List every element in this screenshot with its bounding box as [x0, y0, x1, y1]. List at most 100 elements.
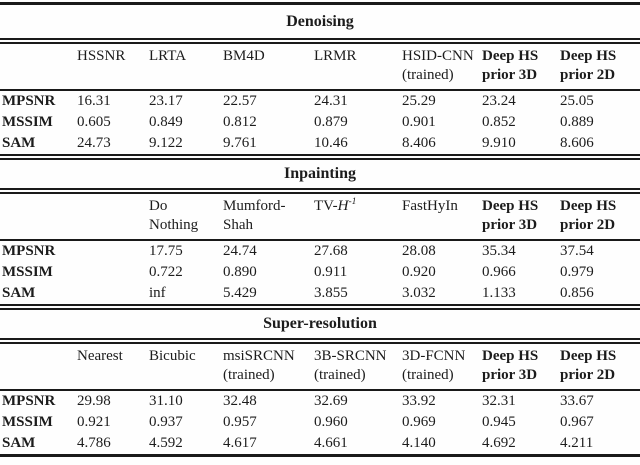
metric-value: 0.852 — [482, 114, 516, 130]
column-header: Deep HS prior 3D — [480, 344, 558, 390]
metric-row: SAM 4.786 4.592 4.617 4.661 4.140 4.692 4.211 — [0, 433, 640, 454]
header-row: Do Nothing Mumford- Shah TV-H-1 FastHyIn Deep … — [0, 194, 640, 240]
metric-value: 32.31 — [482, 393, 516, 409]
metric-row: MSSIM 0.605 0.849 0.812 0.879 0.901 0.852 0.889 — [0, 112, 640, 133]
metric-value — [75, 240, 147, 262]
paper-results-table: Denoising HSSNR LRTA BM4D LRMR HSID-CNN (train… — [0, 2, 640, 457]
corner-cell — [0, 44, 75, 90]
header-row: Nearest Bicubic msiSRCNN (trained) 3B-SRCNN (… — [0, 344, 640, 390]
column-header: TV-H-1 — [312, 194, 400, 240]
section-title: Denoising — [286, 13, 354, 30]
header-line: LRTA — [149, 47, 220, 66]
metric-value: 24.31 — [314, 93, 348, 109]
table-section-inpainting: Inpainting Do Nothing Mumford- Shah TV-H-1 Fas… — [0, 160, 640, 304]
metric-value: 0.849 — [149, 114, 183, 130]
header-row: HSSNR LRTA BM4D LRMR HSID-CNN (trained) Deep H… — [0, 44, 640, 90]
metric-row: SAM inf 5.429 3.855 3.032 1.133 0.856 — [0, 283, 640, 304]
header-text: LRMR — [314, 48, 357, 64]
metric-label: SAM — [2, 135, 36, 151]
metric-value: 25.29 — [402, 93, 436, 109]
header-line: prior 3D — [482, 216, 557, 235]
header-line: (trained) — [314, 366, 399, 385]
metric-value: 0.937 — [149, 414, 183, 430]
metric-value: 0.945 — [482, 414, 516, 430]
header-line: (trained) — [223, 366, 311, 385]
metric-value: 3.855 — [314, 285, 348, 301]
column-header: msiSRCNN (trained) — [221, 344, 312, 390]
column-header: Bicubic — [147, 344, 221, 390]
metric-value: 4.661 — [314, 435, 348, 451]
column-header: Deep HS prior 3D — [480, 44, 558, 90]
metrics-table: HSSNR LRTA BM4D LRMR HSID-CNN (trained) Deep H… — [0, 44, 640, 154]
metric-value: 0.957 — [223, 414, 257, 430]
header-line: 3B-SRCNN — [314, 347, 399, 366]
column-header: BM4D — [221, 44, 312, 90]
header-text: Bicubic — [149, 348, 196, 364]
header-line: prior 2D — [560, 216, 639, 235]
table-section-super-resolution: Super-resolution Nearest Bicubic msiSRCNN (t… — [0, 310, 640, 454]
section-title: Super-resolution — [263, 315, 377, 332]
header-text: Deep HS — [560, 198, 617, 214]
column-header: Nearest — [75, 344, 147, 390]
metric-value: 22.57 — [223, 93, 257, 109]
header-text: prior 3D — [482, 67, 538, 83]
metric-row: MPSNR 16.31 23.17 22.57 24.31 25.29 23.24 25.05 — [0, 90, 640, 112]
header-text: Do — [149, 198, 168, 214]
metric-value: 10.46 — [314, 135, 348, 151]
metric-value: 4.592 — [149, 435, 183, 451]
header-text: HSID-CNN — [402, 48, 474, 64]
column-header: Mumford- Shah — [221, 194, 312, 240]
header-line: HSSNR — [77, 47, 146, 66]
column-header — [75, 194, 147, 240]
metric-label: MSSIM — [2, 264, 53, 280]
metric-value: 1.133 — [482, 285, 516, 301]
metric-value: 23.24 — [482, 93, 516, 109]
metric-value: 3.032 — [402, 285, 436, 301]
metric-value: 24.73 — [77, 135, 111, 151]
metric-value: 35.34 — [482, 243, 516, 259]
metric-label: SAM — [2, 285, 36, 301]
corner-cell — [0, 194, 75, 240]
metric-value: 25.05 — [560, 93, 594, 109]
header-line: Deep HS — [482, 47, 557, 66]
metric-value: 33.92 — [402, 393, 436, 409]
metric-value: 0.920 — [402, 264, 436, 280]
header-line: Nothing — [149, 216, 220, 235]
section-title: Inpainting — [283, 165, 357, 182]
header-text: prior 3D — [482, 367, 538, 383]
column-header: Deep HS prior 3D — [480, 194, 558, 240]
metric-value: 24.74 — [223, 243, 257, 259]
metric-value: 0.960 — [314, 414, 348, 430]
metric-value: 0.966 — [482, 264, 516, 280]
metric-value: 4.617 — [223, 435, 257, 451]
header-text: Mumford- — [223, 198, 286, 214]
metric-value: 23.17 — [149, 93, 183, 109]
header-text: Deep HS — [482, 198, 539, 214]
metric-value: 0.979 — [560, 264, 594, 280]
header-text: TV- — [314, 198, 338, 214]
corner-cell — [0, 344, 75, 390]
metric-label: MSSIM — [2, 114, 53, 130]
top-rule — [0, 2, 640, 5]
math-superscript-text: -1 — [348, 197, 357, 207]
header-line: Deep HS — [560, 197, 639, 216]
header-text: prior 3D — [482, 217, 538, 233]
metric-row: MSSIM 0.921 0.937 0.957 0.960 0.969 0.945 0.967 — [0, 412, 640, 433]
metric-value: 28.08 — [402, 243, 436, 259]
metric-value: 4.211 — [560, 435, 594, 451]
column-header: 3B-SRCNN (trained) — [312, 344, 400, 390]
column-header: LRMR — [312, 44, 400, 90]
header-line: 3D-FCNN — [402, 347, 479, 366]
metric-value: 16.31 — [77, 93, 111, 109]
metric-value: 33.67 — [560, 393, 594, 409]
header-line: (trained) — [402, 366, 479, 385]
header-line: BM4D — [223, 47, 311, 66]
metric-label: MPSNR — [2, 243, 56, 259]
metric-value: 8.406 — [402, 135, 436, 151]
metric-value — [75, 262, 147, 283]
header-line: Do — [149, 197, 220, 216]
header-text: prior 2D — [560, 217, 616, 233]
header-text: Shah — [223, 217, 253, 233]
bottom-rule — [0, 454, 640, 457]
column-header: 3D-FCNN (trained) — [400, 344, 480, 390]
